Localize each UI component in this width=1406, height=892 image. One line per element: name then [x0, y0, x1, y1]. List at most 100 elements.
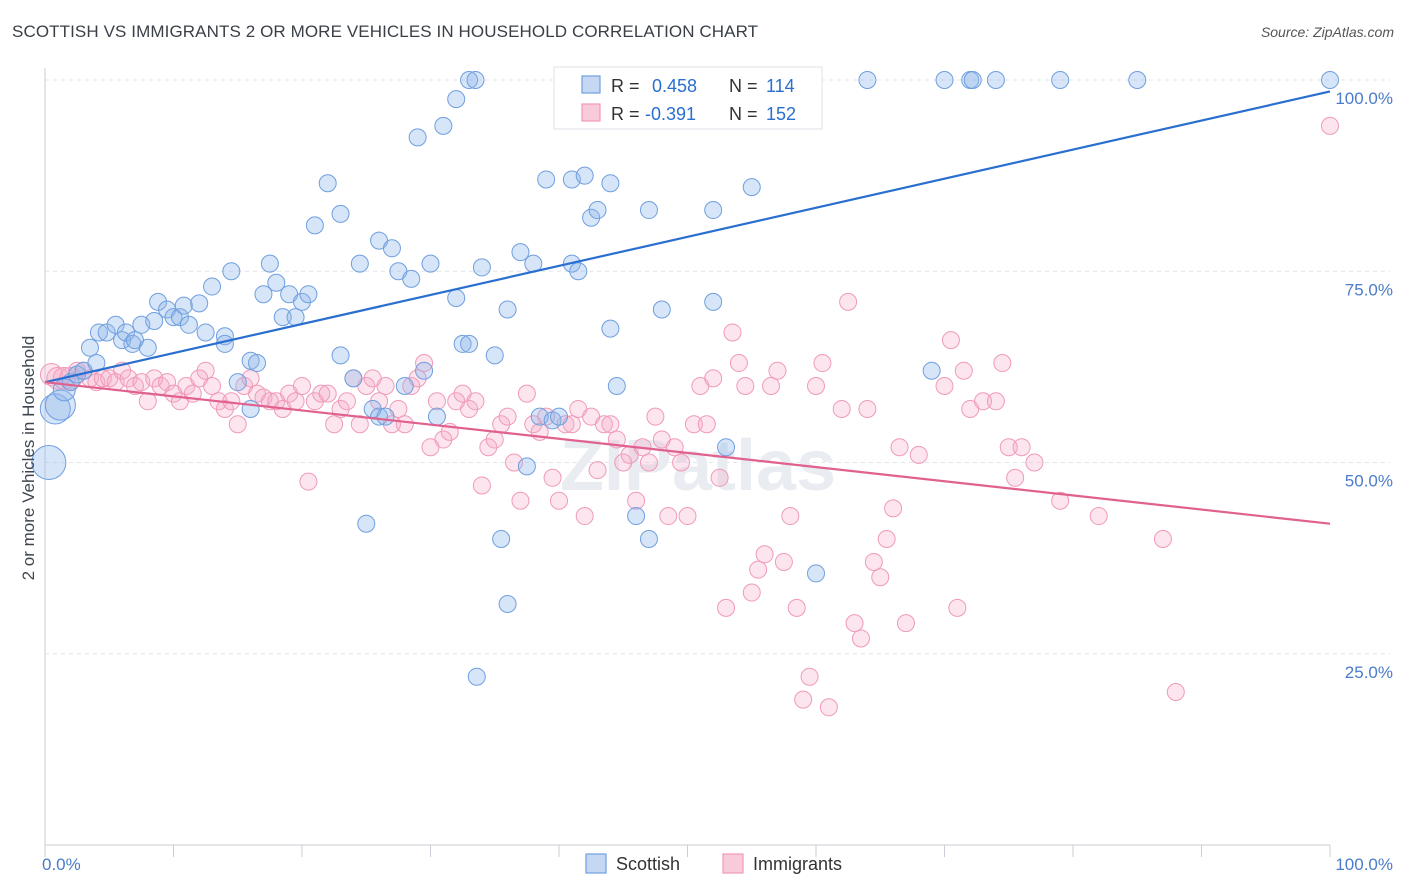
immigrants-point-87	[601, 415, 620, 434]
scottish-point-30	[222, 262, 241, 281]
scottish-point-21	[164, 308, 183, 327]
immigrants-point-131	[890, 438, 909, 457]
scottish-point-99	[704, 201, 723, 220]
stats-swatch-scottish	[581, 75, 601, 94]
scottish-point-108	[963, 71, 982, 89]
immigrants-point-91	[627, 491, 646, 510]
immigrants-point-68	[479, 438, 498, 457]
y-tick-labels: 25.0% 50.0% 75.0% 100.0%	[1335, 89, 1393, 682]
immigrants-point-78	[543, 468, 562, 487]
immigrants-point-129	[877, 530, 896, 548]
scottish-point-106	[935, 71, 954, 89]
scottish-point-44	[318, 174, 337, 193]
immigrants-point-137	[954, 361, 973, 380]
immigrants-point-69	[485, 430, 504, 449]
scottish-point-36	[260, 254, 279, 273]
scottish-point-38	[273, 308, 292, 327]
scottish-point-42	[299, 285, 318, 304]
stats-r-label-scottish: R =	[611, 76, 640, 96]
immigrants-point-134	[935, 377, 954, 395]
immigrants-point-128	[871, 568, 890, 587]
grid	[45, 79, 1390, 655]
trend-lines	[44, 90, 1331, 525]
immigrants-point-29	[228, 415, 247, 434]
scottish-point-103	[807, 564, 825, 583]
scottish-point-37	[267, 273, 286, 292]
scottish-point-51	[370, 407, 389, 426]
scottish-point-43	[305, 216, 324, 235]
scottish-point-62	[434, 116, 453, 135]
x-tick-label-1: 100.0%	[1335, 855, 1393, 874]
scottish-point-81	[550, 407, 568, 426]
immigrants-point-118	[800, 667, 819, 686]
scottish-point-54	[382, 239, 401, 258]
immigrants-point-136	[948, 598, 967, 617]
scottish-trend-line	[44, 90, 1331, 384]
immigrants-point-133	[909, 445, 928, 464]
immigrants-point-130	[884, 499, 903, 518]
immigrants-trend-line	[44, 381, 1331, 525]
immigrants-point-56	[402, 377, 421, 395]
immigrants-point-146	[1051, 491, 1070, 510]
scottish-point-59	[415, 361, 434, 380]
immigrants-point-67	[472, 476, 491, 495]
stats-n-label-immigrants: N =	[729, 104, 758, 124]
legend-swatch-scottish	[585, 853, 607, 874]
immigrants-point-100	[684, 415, 703, 434]
scottish-point-18	[145, 311, 164, 330]
scottish-point-24	[179, 315, 198, 334]
stats-n-label-scottish: N =	[729, 76, 758, 96]
immigrants-point-96	[659, 507, 678, 526]
stats-r-value-immigrants: -0.391	[645, 104, 696, 124]
scottish-point-109	[986, 71, 1005, 89]
scottish-point-34	[248, 354, 267, 373]
immigrants-point-71	[498, 407, 517, 426]
immigrants-point-126	[858, 399, 877, 418]
immigrants-point-120	[813, 354, 832, 373]
scottish-point-92	[627, 507, 646, 526]
scottish-point-79	[537, 170, 556, 189]
y-tick-label-3: 100.0%	[1335, 89, 1393, 108]
scottish-point-73	[498, 595, 517, 614]
immigrants-point-98	[672, 453, 691, 472]
scottish-point-75	[511, 243, 530, 262]
scottish-point-66	[460, 334, 479, 353]
immigrants-point-106	[723, 323, 742, 342]
immigrants-point-55	[395, 415, 414, 434]
scottish-point-58	[408, 128, 427, 147]
immigrants-point-40	[299, 472, 318, 491]
immigrants-point-121	[819, 698, 838, 717]
immigrants-point-24	[196, 361, 215, 380]
y-axis-label: 2 or more Vehicles in Household	[19, 336, 38, 581]
scottish-point-84	[569, 262, 588, 281]
scottish-point-110	[1051, 71, 1070, 89]
immigrants-point-27	[215, 399, 234, 418]
immigrants-point-143	[1006, 468, 1025, 487]
scottish-point-85	[575, 166, 594, 185]
immigrants-point-132	[896, 614, 915, 633]
immigrants-point-38	[286, 392, 305, 411]
immigrants-point-113	[768, 361, 787, 380]
scottish-point-0	[31, 445, 67, 480]
immigrants-point-39	[293, 377, 311, 395]
stats-r-label-immigrants: R =	[611, 104, 640, 124]
scottish-point-25	[190, 294, 209, 313]
immigrants-point-43	[318, 384, 337, 403]
scottish-point-90	[607, 377, 626, 395]
scottish-point-35	[254, 285, 273, 304]
immigrants-point-73	[511, 491, 530, 510]
immigrants-point-117	[794, 690, 813, 709]
scottish-point-22	[170, 308, 189, 327]
scottish-point-100	[717, 438, 736, 457]
scottish-point-60	[421, 254, 440, 273]
scottish-point-31	[228, 373, 247, 392]
scottish-points	[31, 71, 1339, 686]
scottish-point-47	[344, 369, 363, 388]
scottish-point-95	[652, 300, 671, 319]
scottish-point-94	[639, 201, 658, 220]
scottish-point-87	[588, 201, 607, 220]
stats-n-value-immigrants: 152	[766, 104, 796, 124]
scottish-point-7	[80, 338, 99, 357]
immigrants-point-139	[974, 392, 993, 411]
immigrants-point-74	[517, 384, 536, 403]
